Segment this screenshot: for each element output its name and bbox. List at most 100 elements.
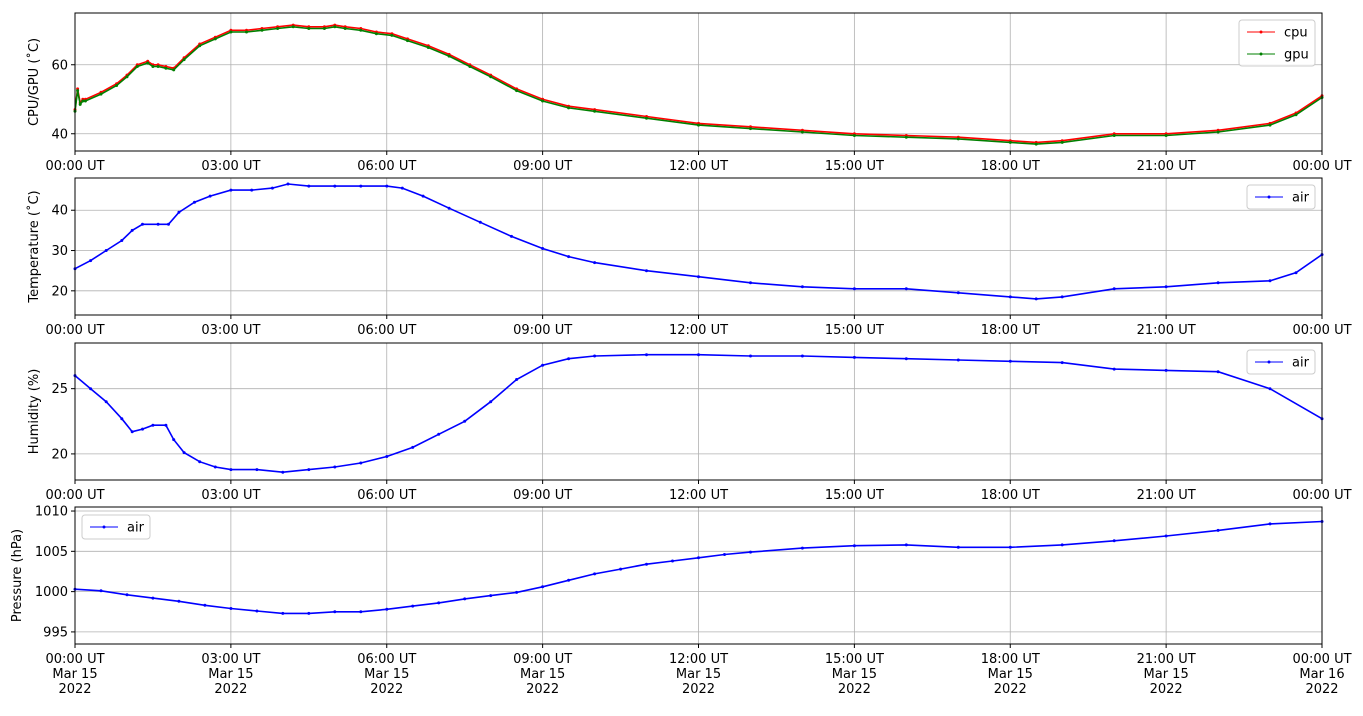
x-tick-label: 00:00 UT: [1292, 323, 1351, 338]
x-tick-label: 00:00 UT: [45, 652, 104, 667]
data-point-air: [447, 206, 451, 210]
data-point-gpu: [78, 102, 82, 106]
data-point-air: [1060, 295, 1064, 299]
x-tick-date-label: Mar 15: [52, 667, 97, 682]
panel-1: 40 60 00:00 UT 03:00 UT 06:00 UT 09:00 UT 12:0…: [26, 12, 1352, 174]
data-point-air: [904, 543, 908, 547]
data-point-air: [1008, 359, 1012, 363]
data-point-gpu: [333, 25, 337, 29]
data-point-air: [437, 601, 441, 605]
data-point-air: [156, 222, 160, 226]
data-point-air: [749, 550, 752, 554]
data-point-air: [411, 604, 415, 608]
x-tick-date-label: Mar 15: [988, 667, 1033, 682]
x-tick-label: 18:00 UT: [981, 652, 1040, 667]
data-point-air: [255, 468, 259, 472]
data-point-air: [852, 287, 856, 291]
data-point-gpu: [260, 28, 264, 32]
data-point-air: [1216, 528, 1220, 532]
data-point-air: [182, 451, 186, 455]
data-point-air: [697, 275, 700, 279]
x-tick-label: 12:00 UT: [669, 159, 728, 174]
y-tick-label: 1005: [35, 545, 68, 560]
data-point-air: [1034, 297, 1038, 301]
y-tick-label: 1010: [35, 505, 68, 520]
data-point-air: [489, 400, 493, 404]
x-tick-year-label: 2022: [682, 682, 715, 697]
data-point-air: [89, 387, 93, 391]
data-point-air: [151, 596, 155, 600]
data-point-air: [229, 188, 233, 192]
series-line-gpu: [74, 25, 1323, 145]
data-point-air: [1164, 285, 1168, 289]
panel-3: 20 25 00:00 UT 03:00 UT 06:00 UT 09:00 UT 12:0…: [27, 342, 1352, 503]
panel-2: 20 30 40 00:00 UT 03:00 UT 06:00 UT 09:00 UT 12…: [26, 177, 1352, 338]
x-tick-date-label: Mar 15: [208, 667, 253, 682]
x-tick-label: 15:00 UT: [825, 159, 884, 174]
data-point-gpu: [541, 99, 545, 103]
data-point-gpu: [489, 75, 493, 79]
data-point-gpu: [406, 39, 409, 43]
data-point-gpu: [76, 89, 80, 93]
data-point-air: [567, 578, 571, 582]
y-tick-label: 995: [43, 625, 68, 640]
y-tick-label: 40: [51, 127, 68, 142]
data-point-air: [593, 354, 597, 358]
data-point-gpu: [593, 109, 597, 113]
data-point-gpu: [956, 137, 960, 141]
data-point-air: [333, 184, 337, 188]
x-tick-year-label: 2022: [214, 682, 247, 697]
data-point-air: [120, 239, 124, 242]
data-point-air: [510, 234, 513, 238]
legend-marker-air: [1267, 195, 1271, 199]
data-point-gpu: [1060, 140, 1064, 144]
data-point-air: [281, 611, 285, 615]
data-point-air: [203, 603, 207, 607]
x-tick-label: 00:00 UT: [1292, 159, 1351, 174]
data-point-air: [567, 255, 571, 259]
data-point-air: [421, 194, 425, 198]
data-point-air: [1008, 545, 1012, 549]
data-point-air: [800, 354, 804, 358]
data-point-gpu: [99, 92, 103, 96]
data-point-air: [359, 610, 363, 614]
legend: air: [81, 514, 151, 540]
data-point-gpu: [800, 130, 804, 134]
data-point-air: [723, 553, 726, 556]
data-point-air: [130, 228, 134, 232]
x-tick-label: 06:00 UT: [357, 323, 416, 338]
data-point-air: [198, 460, 202, 464]
data-point-air: [567, 357, 571, 361]
y-axis-label: CPU/GPU (˚C): [26, 38, 42, 126]
data-point-gpu: [125, 75, 129, 79]
data-point-air: [437, 432, 441, 436]
x-tick-label: 03:00 UT: [201, 323, 260, 338]
x-tick-year-label: 2022: [994, 682, 1027, 697]
x-tick-label: 09:00 UT: [513, 159, 572, 174]
data-point-gpu: [291, 25, 295, 29]
data-point-gpu: [1268, 123, 1272, 127]
data-point-air: [307, 468, 311, 472]
data-point-air: [125, 593, 129, 597]
data-point-air: [151, 423, 155, 427]
data-point-air: [99, 589, 103, 593]
data-point-air: [208, 194, 212, 198]
data-point-gpu: [1112, 134, 1116, 137]
data-point-gpu: [83, 99, 87, 103]
data-point-gpu: [229, 30, 233, 34]
data-point-air: [1164, 368, 1168, 372]
data-point-air: [385, 184, 389, 188]
data-point-gpu: [852, 134, 856, 137]
data-point-gpu: [904, 135, 908, 139]
x-tick-label: 06:00 UT: [357, 159, 416, 174]
data-point-gpu: [276, 27, 280, 30]
data-point-air: [359, 184, 363, 188]
data-point-air: [1060, 543, 1064, 547]
data-point-gpu: [172, 68, 176, 72]
data-point-air: [385, 607, 389, 611]
data-point-air: [120, 417, 124, 421]
y-axis-label: Pressure (hPa): [10, 529, 25, 622]
x-tick-label: 21:00 UT: [1137, 323, 1196, 338]
data-point-air: [400, 186, 404, 190]
data-point-air: [333, 465, 337, 469]
